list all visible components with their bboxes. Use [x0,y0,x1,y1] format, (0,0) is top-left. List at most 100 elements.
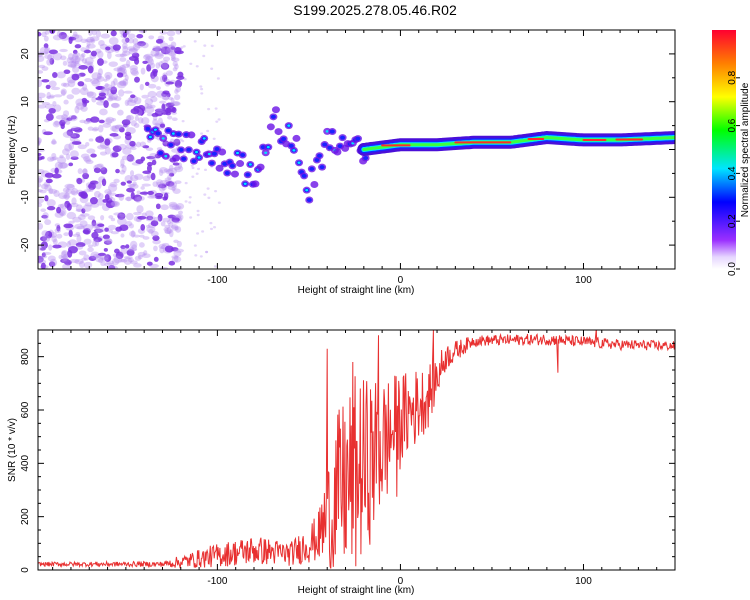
noise-speck [40,247,46,251]
noise-speck [104,82,109,88]
noise-speck [64,183,75,189]
noise-speck [115,226,123,232]
noise-speck [61,250,68,256]
noise-speck [173,239,179,244]
spectrogram-xlabel: Height of straight line (km) [298,285,415,296]
noise-speck [133,123,140,128]
noise-speck [74,259,84,265]
noise-speck [101,178,107,187]
spectrogram-ytick-label: 10 [20,96,31,108]
noise-speck [54,223,61,227]
noise-speck [126,99,137,107]
noise-speck [41,252,46,258]
noise-speck [147,58,154,66]
noise-speck [116,81,127,89]
noise-speck [151,159,157,166]
ridge-core [165,128,171,133]
noise-speck [124,74,129,81]
noise-speck [117,109,124,116]
noise-speck [156,46,165,50]
noise-speck [73,63,81,67]
noise-speck [38,188,44,193]
noise-speck [174,63,179,70]
noise-speck [98,119,105,124]
noise-speck [77,214,86,221]
noise-speck [68,229,73,238]
ridge-core [176,132,182,137]
noise-speck [111,117,117,122]
ridge-core [317,153,323,158]
noise-speck [71,87,81,95]
noise-speck [144,98,154,106]
noise-speck [163,227,169,232]
noise-speck [56,71,66,79]
noise-speck [38,137,41,146]
noise-speck [146,156,156,160]
noise-speck [131,244,138,252]
noise-speck [114,248,120,254]
ridge-core [209,161,215,166]
noise-speck [168,36,174,42]
noise-speck [142,175,151,182]
spectrogram-ytick-label: -20 [20,237,31,252]
colorbar-tick-label: 0.4 [727,166,738,180]
noise-speck [134,57,140,65]
noise-speck [107,96,114,102]
noise-speck [124,133,132,141]
noise-speck [146,261,153,266]
noise-speck [90,78,100,85]
noise-speck [72,66,80,73]
noise-speck [164,228,173,234]
noise-speck [120,247,128,255]
noise-speck [170,55,176,62]
noise-speck [184,200,188,203]
noise-speck [70,115,77,120]
noise-speck [148,228,154,235]
noise-speck [59,162,69,169]
noise-speck [160,46,171,55]
noise-speck [90,153,97,158]
noise-speck [69,202,79,208]
noise-speck [117,212,126,220]
noise-speck [69,258,80,264]
noise-speck [196,209,200,213]
noise-speck [141,183,151,187]
noise-speck [70,133,80,139]
noise-speck [58,192,68,200]
noise-speck [210,44,214,48]
noise-speck [38,152,42,157]
colorbar-gradient [712,30,736,269]
noise-speck [148,104,156,109]
noise-speck [83,238,92,245]
noise-speck [98,39,105,47]
noise-speck [149,152,158,158]
noise-speck [52,244,62,249]
noise-speck [112,44,121,51]
noise-speck [160,204,169,211]
noise-speck [170,46,176,50]
noise-speck [125,244,130,249]
noise-speck [70,56,81,63]
noise-speck [168,201,178,208]
ridge-halo [274,128,283,136]
noise-speck [83,261,93,269]
noise-speck [163,168,171,173]
noise-speck [76,177,83,185]
noise-speck [213,225,217,229]
noise-speck [114,96,122,102]
noise-speck [158,61,164,67]
noise-speck [103,247,108,252]
noise-speck [152,70,158,77]
noise-speck [44,30,50,35]
noise-speck [54,167,59,175]
noise-speck [150,96,158,103]
noise-speck [146,104,153,110]
ridge-halo [292,134,301,142]
ridge-core [145,126,151,131]
noise-speck [51,173,62,179]
noise-speck [41,79,50,83]
noise-speck [126,196,132,202]
noise-speck [47,53,54,61]
noise-speck [161,245,166,250]
